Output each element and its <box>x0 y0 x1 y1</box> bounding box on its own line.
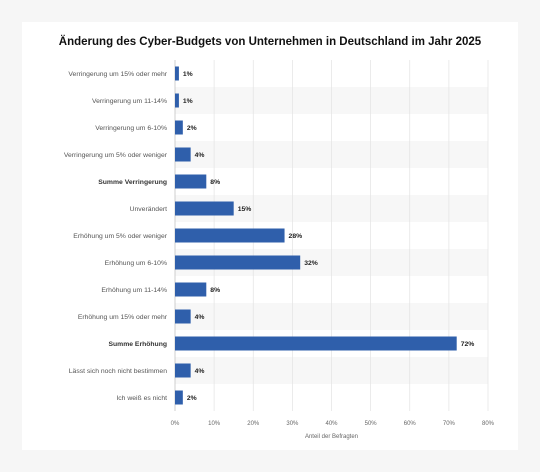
category-label: Verringerung um 6-10% <box>95 125 167 132</box>
x-tick-label: 70% <box>443 421 456 427</box>
value-label: 1% <box>183 71 193 78</box>
category-label: Erhöhung um 15% oder mehr <box>78 314 168 321</box>
bar <box>175 309 191 324</box>
x-tick-label: 60% <box>404 421 417 427</box>
value-label: 2% <box>187 395 197 402</box>
category-label: Ich weiß es nicht <box>116 395 167 402</box>
x-tick-label: 0% <box>171 421 180 427</box>
bar <box>175 255 301 270</box>
x-tick-label: 10% <box>208 421 221 427</box>
bar <box>175 201 234 216</box>
value-label: 15% <box>238 206 252 213</box>
bar <box>175 147 191 162</box>
category-label: Summe Erhöhung <box>108 341 167 348</box>
bar <box>175 174 207 189</box>
x-tick-label: 30% <box>286 421 299 427</box>
category-label: Erhöhung um 6-10% <box>105 260 167 267</box>
value-label: 2% <box>187 125 197 132</box>
x-tick-label: 50% <box>365 421 378 427</box>
chart-card: Änderung des Cyber-Budgets von Unternehm… <box>22 22 518 450</box>
category-label: Unverändert <box>130 206 168 213</box>
category-label: Verringerung um 5% oder weniger <box>64 152 168 159</box>
value-label: 72% <box>461 341 475 348</box>
bar <box>175 93 179 108</box>
x-axis-title: Anteil der Befragten <box>305 434 358 440</box>
bar <box>175 282 207 297</box>
value-label: 4% <box>195 314 205 321</box>
value-label: 1% <box>183 98 193 105</box>
value-label: 4% <box>195 152 205 159</box>
value-label: 28% <box>289 233 303 240</box>
x-tick-label: 40% <box>325 421 338 427</box>
category-label: Verringerung um 15% oder mehr <box>68 71 167 78</box>
chart-title: Änderung des Cyber-Budgets von Unternehm… <box>58 36 482 48</box>
category-label: Verringerung um 11-14% <box>92 98 167 105</box>
bar <box>175 228 285 243</box>
bar <box>175 336 457 351</box>
category-label: Summe Verringerung <box>98 179 167 186</box>
value-label: 4% <box>195 368 205 375</box>
value-label: 32% <box>304 260 318 267</box>
bar-chart: Verringerung um 15% oder mehr Verringerun… <box>64 60 495 440</box>
bar <box>175 390 183 405</box>
category-label: Erhöhung um 5% oder weniger <box>73 233 167 240</box>
category-label: Lässt sich noch nicht bestimmen <box>69 368 167 375</box>
x-tick-label: 80% <box>482 421 495 427</box>
bar <box>175 120 183 135</box>
bar <box>175 363 191 378</box>
bar <box>175 66 179 81</box>
value-label: 8% <box>210 179 220 186</box>
value-label: 8% <box>210 287 220 294</box>
category-label: Erhöhung um 11-14% <box>101 287 167 294</box>
x-tick-label: 20% <box>247 421 260 427</box>
